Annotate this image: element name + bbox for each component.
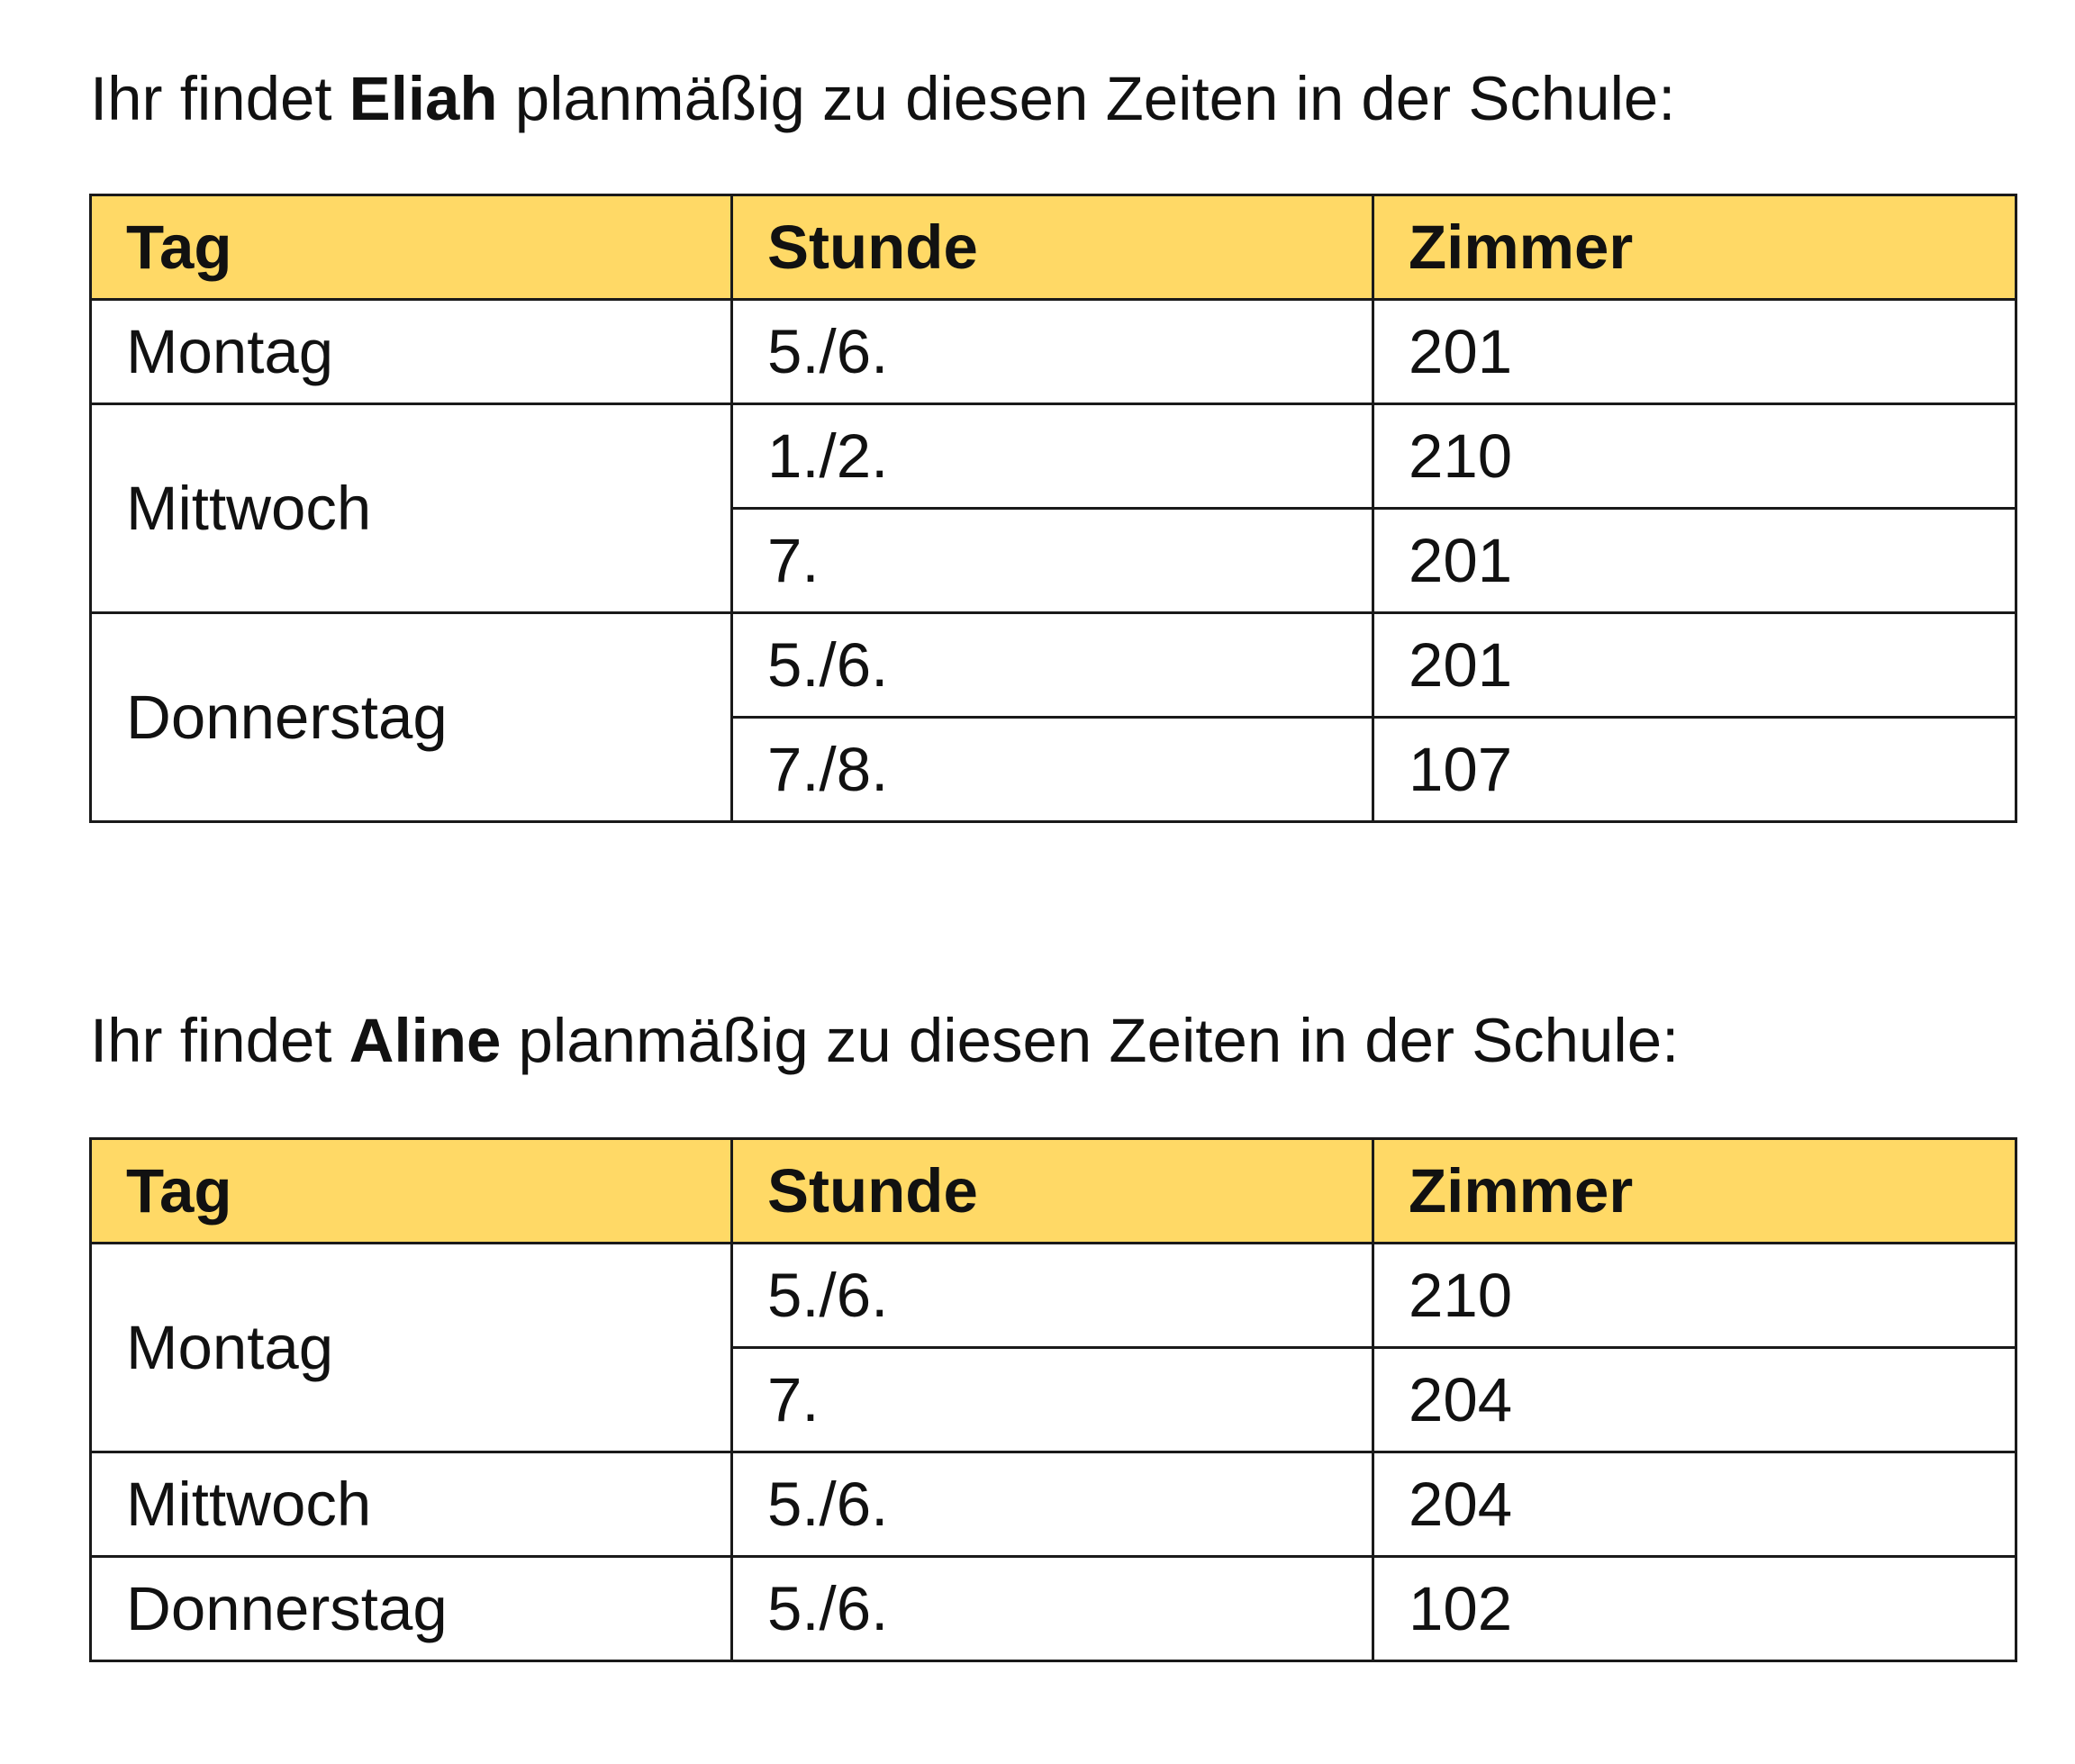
stunde-cell: 7. — [730, 507, 1374, 614]
day-cell: Mittwoch — [89, 1451, 733, 1558]
header-tag: Tag — [89, 194, 733, 301]
stunde-cell: 5./6. — [730, 611, 1374, 719]
table-row: Montag 5./6. 210 — [89, 1242, 2017, 1453]
table-row: 7./8. 107 — [91, 716, 2017, 823]
person-name-eliah: Eliah — [349, 64, 498, 133]
header-zimmer: Zimmer — [1372, 1137, 2017, 1244]
aline-schedule-table: Tag Stunde Zimmer Montag 5./6. 210 7. 20… — [89, 1137, 2017, 1662]
header-stunde: Stunde — [730, 194, 1374, 301]
header-stunde: Stunde — [730, 1137, 1374, 1244]
intro-prefix: Ihr findet — [90, 1006, 349, 1075]
header-tag: Tag — [89, 1137, 733, 1244]
stunde-cell: 5./6. — [730, 1451, 1374, 1558]
zimmer-cell: 204 — [1372, 1346, 2017, 1453]
table-row: 7. 204 — [91, 1346, 2017, 1453]
zimmer-cell: 201 — [1372, 611, 2017, 719]
day-cell: Montag — [89, 1242, 733, 1453]
aline-intro-text: Ihr findet Aline planmäßig zu diesen Zei… — [90, 1005, 1679, 1077]
intro-prefix: Ihr findet — [90, 64, 349, 133]
stunde-cell: 5./6. — [730, 1555, 1374, 1662]
zimmer-cell: 201 — [1372, 298, 2017, 405]
zimmer-cell: 210 — [1372, 403, 2017, 510]
day-cell: Donnerstag — [89, 1555, 733, 1662]
zimmer-cell: 107 — [1372, 716, 2017, 823]
stunde-cell: 5./6. — [730, 298, 1374, 405]
zimmer-cell: 102 — [1372, 1555, 2017, 1662]
header-zimmer: Zimmer — [1372, 194, 2017, 301]
zimmer-cell: 210 — [1372, 1242, 2017, 1349]
zimmer-cell: 201 — [1372, 507, 2017, 614]
eliah-intro-text: Ihr findet Eliah planmäßig zu diesen Zei… — [90, 63, 1675, 135]
stunde-cell: 1./2. — [730, 403, 1374, 510]
intro-suffix: planmäßig zu diesen Zeiten in der Schule… — [501, 1006, 1680, 1075]
table-row: Mittwoch 5./6. 204 — [89, 1451, 2017, 1558]
table-header-row: Tag Stunde Zimmer — [89, 1137, 2017, 1244]
stunde-cell: 5./6. — [730, 1242, 1374, 1349]
eliah-schedule-table: Tag Stunde Zimmer Montag 5./6. 201 Mittw… — [89, 194, 2017, 823]
table-row: Donnerstag 5./6. 201 — [89, 611, 2017, 823]
table-row: 7. 201 — [91, 507, 2017, 614]
table-row: Montag 5./6. 201 — [89, 298, 2017, 405]
table-header-row: Tag Stunde Zimmer — [89, 194, 2017, 301]
zimmer-cell: 204 — [1372, 1451, 2017, 1558]
person-name-aline: Aline — [349, 1006, 502, 1075]
day-cell: Montag — [89, 298, 733, 405]
table-row: Donnerstag 5./6. 102 — [89, 1555, 2017, 1662]
intro-suffix: planmäßig zu diesen Zeiten in der Schule… — [497, 64, 1676, 133]
table-row: Mittwoch 1./2. 210 — [89, 403, 2017, 614]
day-cell: Donnerstag — [89, 611, 733, 823]
stunde-cell: 7./8. — [730, 716, 1374, 823]
day-cell: Mittwoch — [89, 403, 733, 614]
stunde-cell: 7. — [730, 1346, 1374, 1453]
